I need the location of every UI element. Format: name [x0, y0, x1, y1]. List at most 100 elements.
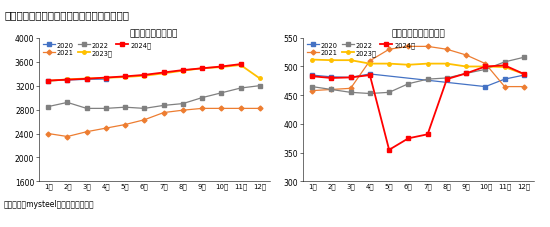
Title: 能繁母猪存栏（万头）: 能繁母猪存栏（万头）	[391, 29, 445, 38]
Legend: 2020, 2021, 2022, 2023年, 2024年: 2020, 2021, 2022, 2023年, 2024年	[306, 42, 416, 57]
2023年	[328, 59, 334, 62]
2021	[328, 89, 334, 91]
2022	[161, 105, 167, 107]
2020	[45, 80, 52, 83]
2021	[218, 108, 225, 110]
2022	[64, 102, 70, 104]
2020	[502, 78, 508, 81]
2024年	[463, 73, 470, 75]
2022	[443, 77, 450, 80]
Line: 2022: 2022	[310, 56, 526, 96]
2020	[366, 73, 373, 76]
2023年	[348, 59, 354, 62]
2023年	[102, 77, 109, 80]
2022	[102, 108, 109, 110]
Line: 2023年: 2023年	[310, 59, 526, 76]
2023年	[199, 68, 206, 70]
2021	[199, 108, 206, 110]
2020	[102, 78, 109, 81]
2022	[218, 92, 225, 95]
2023年	[256, 78, 263, 81]
2024年	[502, 65, 508, 67]
2020	[64, 79, 70, 82]
2024年	[179, 69, 186, 72]
2021	[386, 49, 393, 51]
2021	[102, 127, 109, 130]
2024年	[84, 78, 90, 81]
2020	[309, 74, 316, 77]
2023年	[64, 79, 70, 81]
2024年	[366, 74, 373, 77]
2021	[179, 109, 186, 112]
2024年	[328, 77, 334, 80]
2023年	[482, 66, 488, 69]
2023年	[425, 63, 431, 66]
2024年	[161, 72, 167, 74]
2020	[84, 79, 90, 81]
2022	[386, 91, 393, 94]
2021	[84, 131, 90, 133]
2021	[141, 119, 147, 122]
2020	[482, 86, 488, 89]
2023年	[502, 67, 508, 69]
2024年	[443, 78, 450, 81]
2021	[520, 86, 527, 89]
2021	[443, 49, 450, 51]
2022	[502, 61, 508, 64]
Line: 2023年: 2023年	[46, 64, 262, 83]
2022	[238, 87, 244, 90]
2022	[256, 85, 263, 88]
2024年	[238, 63, 244, 66]
2023年	[520, 73, 527, 76]
2020	[348, 77, 354, 79]
Line: 2020: 2020	[46, 78, 108, 83]
2022	[328, 89, 334, 91]
2022	[348, 91, 354, 94]
Title: 生猪存栏量（万头）: 生猪存栏量（万头）	[130, 29, 178, 38]
2022	[179, 103, 186, 106]
2023年	[45, 80, 52, 83]
2022	[141, 108, 147, 110]
Line: 2020: 2020	[310, 73, 526, 89]
2024年	[122, 76, 129, 78]
Text: 图表：生猪出栏量及能繁母猪存栏量（万头）: 图表：生猪出栏量及能繁母猪存栏量（万头）	[4, 10, 129, 20]
2022	[45, 106, 52, 109]
2021	[309, 90, 316, 93]
2021	[64, 136, 70, 138]
2021	[45, 133, 52, 135]
2022	[309, 86, 316, 89]
Line: 2024年: 2024年	[46, 63, 243, 83]
2023年	[179, 70, 186, 73]
2023年	[161, 73, 167, 75]
2023年	[463, 66, 470, 69]
Legend: 2020, 2021, 2022, 2023年, 2024年: 2020, 2021, 2022, 2023年, 2024年	[42, 42, 152, 57]
2023年	[405, 64, 411, 67]
2024年	[425, 133, 431, 136]
2024年	[64, 79, 70, 82]
2022	[84, 108, 90, 110]
2022	[366, 93, 373, 95]
2023年	[309, 59, 316, 62]
2022	[482, 69, 488, 72]
Line: 2021: 2021	[310, 45, 526, 93]
2024年	[218, 66, 225, 69]
2023年	[366, 63, 373, 66]
Line: 2024年: 2024年	[310, 64, 526, 152]
2021	[425, 46, 431, 49]
2021	[256, 108, 263, 110]
2023年	[141, 75, 147, 78]
Line: 2022: 2022	[46, 84, 262, 111]
2020	[520, 74, 527, 77]
Line: 2021: 2021	[46, 107, 262, 139]
2023年	[122, 76, 129, 79]
2022	[199, 97, 206, 99]
2023年	[238, 64, 244, 67]
2024年	[405, 137, 411, 140]
2021	[482, 63, 488, 66]
2024年	[102, 77, 109, 80]
2020	[328, 76, 334, 79]
2024年	[309, 76, 316, 78]
2021	[366, 60, 373, 63]
2024年	[482, 66, 488, 69]
Text: 资料来源：mysteel、新湖期货研究所: 资料来源：mysteel、新湖期货研究所	[3, 199, 94, 208]
